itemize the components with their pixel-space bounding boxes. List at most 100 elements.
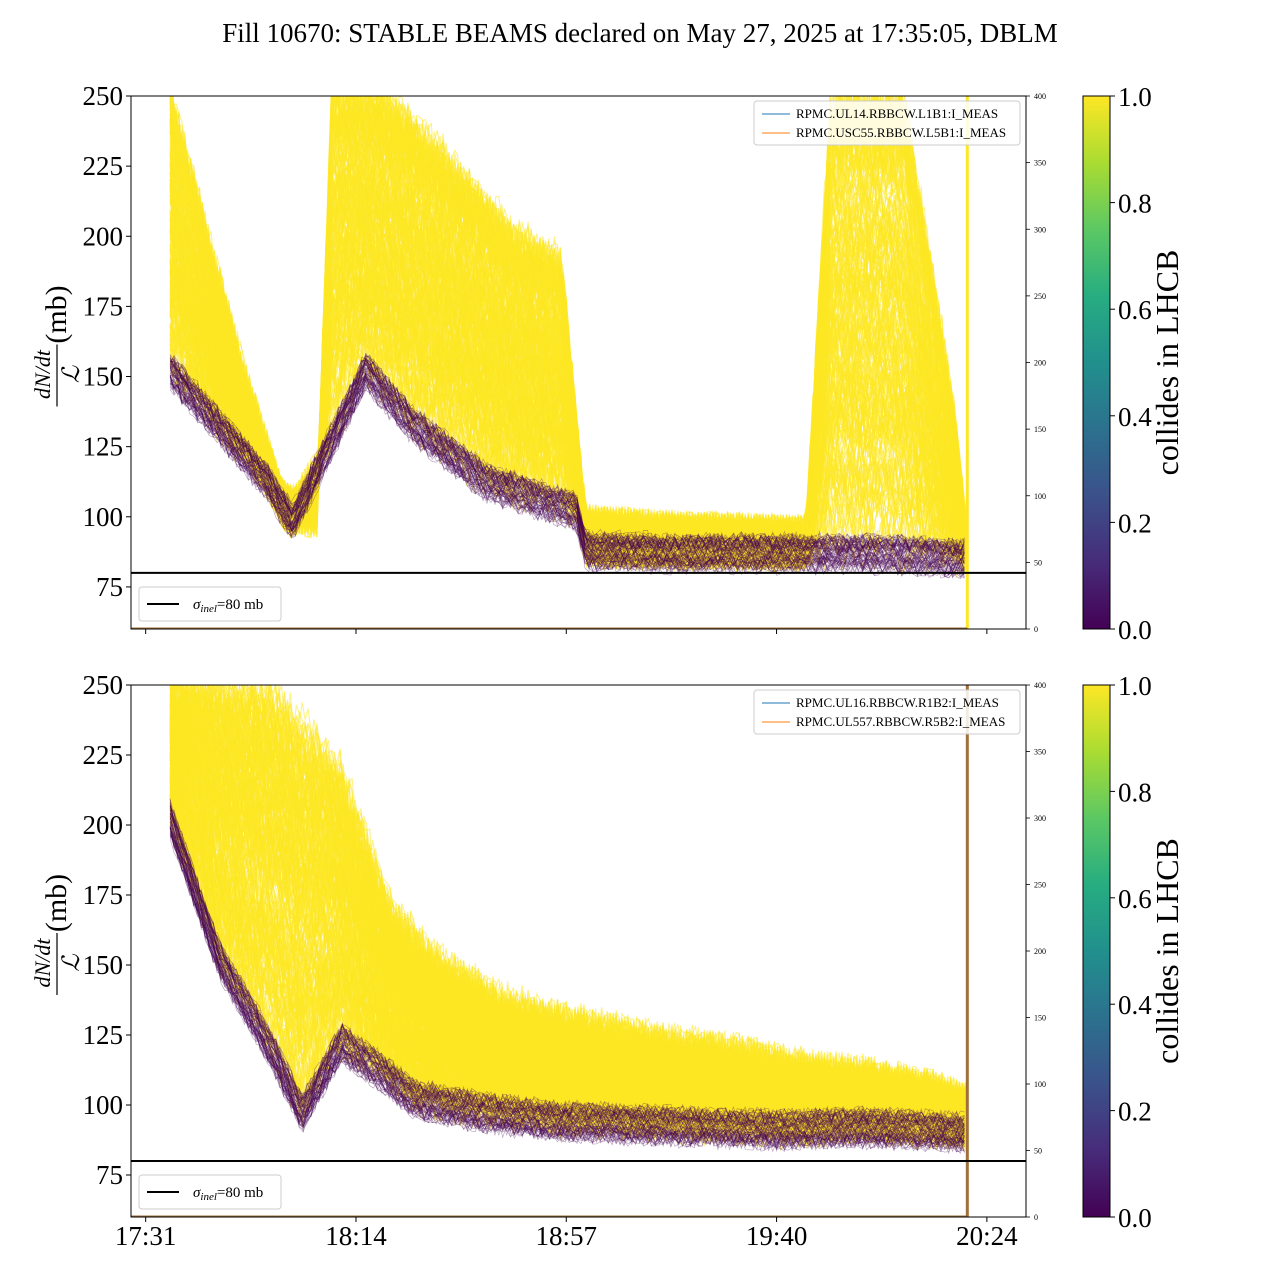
noncolliding-trace <box>170 820 965 1139</box>
colliding-traces <box>169 685 966 1152</box>
noncolliding-trace <box>169 825 965 1151</box>
noncolliding-trace <box>169 355 965 556</box>
y-label-numerator: dN/dt <box>30 349 55 399</box>
x-tick-label: 19:40 <box>746 1221 808 1251</box>
secondary-y-tick-label: 400 <box>1034 92 1046 101</box>
noncolliding-trace <box>169 360 965 559</box>
y-tick-label: 200 <box>83 221 124 251</box>
y-tick-label: 75 <box>96 572 123 602</box>
noncolliding-trace <box>169 375 965 572</box>
noncolliding-trace <box>169 377 965 579</box>
noncolliding-trace <box>169 368 965 569</box>
noncolliding-trace <box>169 820 965 1136</box>
noncolliding-trace <box>170 373 965 579</box>
noncolliding-trace <box>169 815 965 1145</box>
y-axis-label: dN/dt ℒ (mb) <box>30 874 85 995</box>
noncolliding-trace <box>169 359 965 555</box>
noncolliding-trace <box>169 365 965 565</box>
secondary-y-tick-label: 50 <box>1034 1147 1042 1156</box>
secondary-y-tick-label: 250 <box>1034 881 1046 890</box>
noncolliding-trace <box>169 357 965 560</box>
noncolliding-trace <box>169 818 965 1144</box>
x-tick-label: 20:24 <box>956 1221 1018 1251</box>
secondary-y-tick-label: 50 <box>1034 558 1042 567</box>
noncolliding-trace <box>169 817 965 1139</box>
noncolliding-trace <box>169 831 965 1150</box>
noncolliding-trace <box>170 357 965 561</box>
secondary-y-tick-label: 200 <box>1034 947 1046 956</box>
noncolliding-trace <box>169 364 965 562</box>
colliding-trace <box>169 758 966 1132</box>
noncolliding-trace <box>169 821 965 1144</box>
secondary-y-tick-label: 250 <box>1034 292 1046 301</box>
secondary-y-axis: 400 350 300 250 200 150 100 50 0 <box>1026 92 1046 634</box>
noncolliding-trace <box>169 809 965 1127</box>
colorbar: 1.0 0.8 0.6 0.4 0.2 0.0 collides in LHCB <box>1082 82 1185 645</box>
noncolliding-trace <box>169 376 965 578</box>
noncolliding-trace <box>170 375 965 579</box>
noncolliding-trace <box>169 803 965 1126</box>
legend-entry: RPMC.UL16.RBBCW.R1B2:I_MEAS <box>796 695 999 710</box>
noncolliding-trace <box>169 373 965 574</box>
noncolliding-traces <box>169 353 965 579</box>
noncolliding-trace <box>169 834 965 1153</box>
noncolliding-trace <box>169 370 965 562</box>
noncolliding-trace <box>169 807 965 1135</box>
noncolliding-trace <box>169 826 965 1152</box>
noncolliding-trace <box>169 359 965 555</box>
noncolliding-trace <box>169 359 965 561</box>
noncolliding-trace <box>169 835 965 1153</box>
noncolliding-trace <box>169 375 965 573</box>
colorbar-gradient <box>1082 684 1111 1218</box>
noncolliding-trace <box>169 829 965 1150</box>
sigma-legend-box <box>138 586 282 622</box>
sigma-legend: σinel=80 mb <box>138 1174 282 1210</box>
legend: RPMC.UL14.RBBCW.L1B1:I_MEAS RPMC.USC55.RB… <box>753 100 1021 146</box>
noncolliding-trace <box>169 827 965 1152</box>
noncolliding-trace <box>169 805 965 1133</box>
x-tick-label: 18:14 <box>325 1221 387 1251</box>
colorbar-tick-label: 0.2 <box>1118 508 1152 538</box>
noncolliding-trace <box>169 367 965 560</box>
colliding-trace <box>170 685 966 1126</box>
noncolliding-trace <box>169 378 965 575</box>
colliding-trace <box>169 338 966 572</box>
noncolliding-trace <box>169 367 965 568</box>
secondary-y-tick-label: 350 <box>1034 159 1046 168</box>
noncolliding-trace <box>169 813 965 1140</box>
noncolliding-trace <box>170 355 965 552</box>
secondary-y-tick-label: 150 <box>1034 425 1046 434</box>
colorbar-tick-label: 0.4 <box>1118 990 1152 1020</box>
noncolliding-trace <box>169 826 965 1151</box>
noncolliding-trace <box>169 816 965 1129</box>
x-axis <box>145 629 988 634</box>
colliding-traces <box>169 96 966 579</box>
noncolliding-trace <box>169 824 965 1141</box>
colliding-trace <box>169 193 966 567</box>
y-tick-label: 125 <box>83 432 124 462</box>
y-tick-label: 225 <box>83 151 124 181</box>
noncolliding-trace <box>169 825 965 1153</box>
secondary-y-tick-label: 100 <box>1034 492 1046 501</box>
noncolliding-trace <box>169 821 965 1146</box>
y-tick-label: 200 <box>83 810 124 840</box>
noncolliding-trace <box>169 806 965 1127</box>
colliding-trace <box>169 112 966 565</box>
colliding-trace <box>169 789 966 1143</box>
noncolliding-trace <box>169 354 965 556</box>
noncolliding-trace <box>169 380 965 578</box>
secondary-y-axis: 400 350 300 250 200 150 100 50 0 <box>1026 681 1046 1222</box>
noncolliding-trace <box>169 365 965 569</box>
colliding-trace <box>169 125 966 566</box>
colorbar-tick-label: 0.4 <box>1118 402 1152 432</box>
noncolliding-trace <box>169 810 965 1136</box>
noncolliding-trace <box>169 354 965 556</box>
noncolliding-trace <box>169 833 965 1147</box>
noncolliding-trace <box>169 379 965 576</box>
noncolliding-trace <box>169 832 965 1147</box>
colorbar-label: collides in LHCB <box>1149 838 1185 1064</box>
noncolliding-trace <box>169 374 965 573</box>
y-tick-label: 125 <box>83 1020 124 1050</box>
y-tick-label: 175 <box>83 880 124 910</box>
plot-area <box>131 96 969 629</box>
